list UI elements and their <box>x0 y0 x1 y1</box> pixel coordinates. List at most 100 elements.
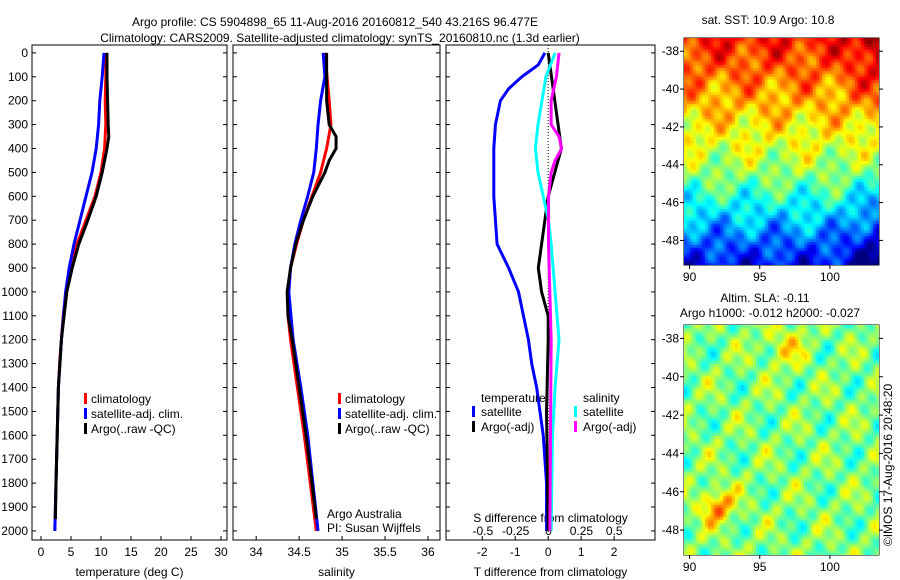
title-line-1: Argo profile: CS 5904898_65 11-Aug-2016 … <box>132 15 538 29</box>
sla-map-lat-label: -48 <box>662 523 680 537</box>
depth-tick-label: 1900 <box>1 500 28 514</box>
depth-tick-label: 1400 <box>1 381 28 395</box>
temperature-xtick-label: 15 <box>124 545 138 559</box>
depth-tick-label: 900 <box>8 261 28 275</box>
legend-label: climatology <box>91 392 151 406</box>
series-argo-raw-qc- <box>285 52 338 520</box>
sla-map <box>684 325 879 555</box>
depth-tick-label: 1800 <box>1 476 28 490</box>
sst-map-lon-label: 90 <box>683 270 697 284</box>
sst-map-lat-label: -38 <box>662 44 680 58</box>
legend-label: satellite <box>481 405 522 419</box>
sst-map-lat-label: -40 <box>662 82 680 96</box>
series-s-satellite <box>533 52 561 531</box>
salinity-xlabel: salinity <box>318 565 355 579</box>
depth-tick-label: 200 <box>8 94 28 108</box>
temperature-axes-frame <box>31 44 228 541</box>
difference-xtick-label: 1 <box>578 545 585 559</box>
legend-swatch <box>338 408 341 419</box>
legend-label: Argo(-adj) <box>481 420 534 434</box>
difference-xtick-label: 0 <box>545 545 552 559</box>
annotation-line-1: Argo Australia <box>327 507 402 521</box>
depth-tick-label: 500 <box>8 165 28 179</box>
s-diff-tick-label: -0.25 <box>502 524 530 538</box>
salinity-xtick-label: 34.5 <box>287 545 311 559</box>
sst-map-lon-label: 100 <box>820 270 840 284</box>
depth-tick-label: 800 <box>8 237 28 251</box>
legend-label: climatology <box>345 392 405 406</box>
temperature-xtick-label: 10 <box>94 545 108 559</box>
salinity-xtick-label: 35 <box>335 545 349 559</box>
sla-map-lon-label: 90 <box>683 560 697 574</box>
depth-tick-label: 0 <box>21 46 28 60</box>
legend-label: satellite-adj. clim. <box>345 407 437 421</box>
depth-tick-label: 2000 <box>1 524 28 538</box>
sla-map-title-1: Altim. SLA: -0.11 <box>720 291 809 305</box>
depth-tick-label: 600 <box>8 189 28 203</box>
salinity-axes-frame <box>232 44 441 541</box>
s-diff-tick-label: -0.5 <box>472 524 493 538</box>
temperature-xtick-label: 0 <box>38 545 45 559</box>
legend-swatch <box>84 423 87 434</box>
legend-swatch <box>84 393 87 404</box>
difference-xtick-label: 2 <box>611 545 618 559</box>
sla-map-lon-label: 100 <box>820 560 840 574</box>
imos-credit: ©IMOS 17-Aug-2016 20:48:20 <box>881 384 895 547</box>
sst-map-lat-label: -46 <box>662 196 680 210</box>
series-t-argo-adj- <box>536 52 563 531</box>
depth-tick-label: 400 <box>8 141 28 155</box>
sla-map-title-2: Argo h1000: -0.012 h2000: -0.027 <box>680 306 860 320</box>
sla-map-lon-label: 95 <box>753 560 767 574</box>
sst-map-lon-label: 95 <box>753 270 767 284</box>
legend-label: Argo(..raw -QC) <box>91 422 176 436</box>
sla-map-lat-label: -40 <box>662 370 680 384</box>
depth-tick-label: 1600 <box>1 428 28 442</box>
temperature-xtick-label: 30 <box>214 545 228 559</box>
legend-swatch <box>574 421 577 432</box>
salinity-xtick-label: 36 <box>421 545 435 559</box>
temperature-xtick-label: 25 <box>184 545 198 559</box>
s-diff-tick-label: 0 <box>545 524 552 538</box>
temperature-xlabel: temperature (deg C) <box>75 565 183 579</box>
series-satellite-adj-clim- <box>53 52 106 531</box>
legend-swatch <box>338 393 341 404</box>
series-s-argo-adj- <box>547 52 564 531</box>
temperature-xtick-label: 5 <box>68 545 75 559</box>
salinity-xtick-label: 34 <box>250 545 264 559</box>
annotation-line-2: PI: Susan Wijffels <box>327 521 421 535</box>
legend-swatch <box>84 408 87 419</box>
legend-swatch <box>472 421 475 432</box>
sst-map-lat-label: -48 <box>662 233 680 247</box>
sla-map-lat-label: -38 <box>662 331 680 345</box>
legend-swatch <box>472 406 475 417</box>
series-argo-raw-qc- <box>53 52 111 519</box>
sst-map-lat-label: -42 <box>662 120 680 134</box>
depth-tick-label: 100 <box>8 70 28 84</box>
legend-swatch <box>574 406 577 417</box>
depth-tick-label: 1500 <box>1 404 28 418</box>
sst-map <box>684 38 879 265</box>
depth-tick-label: 700 <box>8 213 28 227</box>
sla-map-lat-label: -44 <box>662 446 680 460</box>
series-t-satellite <box>492 52 549 531</box>
legend-swatch <box>338 423 341 434</box>
s-diff-tick-label: 0.25 <box>570 524 594 538</box>
sla-map-lat-label: -42 <box>662 408 680 422</box>
series-satellite-adj-clim- <box>287 52 327 532</box>
depth-tick-label: 1000 <box>1 285 28 299</box>
depth-tick-label: 1300 <box>1 357 28 371</box>
legend-label: satellite <box>583 405 624 419</box>
sla-map-lat-label: -46 <box>662 485 680 499</box>
legend-label: Argo(..raw -QC) <box>345 422 430 436</box>
legend-header-temperature: temperature <box>481 391 546 405</box>
temperature-xtick-label: 20 <box>154 545 168 559</box>
depth-tick-label: 300 <box>8 118 28 132</box>
difference-xlabel: T difference from climatology <box>474 565 628 579</box>
salinity-xtick-label: 35.5 <box>373 545 397 559</box>
depth-tick-label: 1200 <box>1 333 28 347</box>
sst-map-title: sat. SST: 10.9 Argo: 10.8 <box>702 13 835 27</box>
title-line-2: Climatology: CARS2009. Satellite-adjuste… <box>100 31 580 45</box>
legend-label: satellite-adj. clim. <box>91 407 183 421</box>
difference-xtick-label: -1 <box>510 545 521 559</box>
